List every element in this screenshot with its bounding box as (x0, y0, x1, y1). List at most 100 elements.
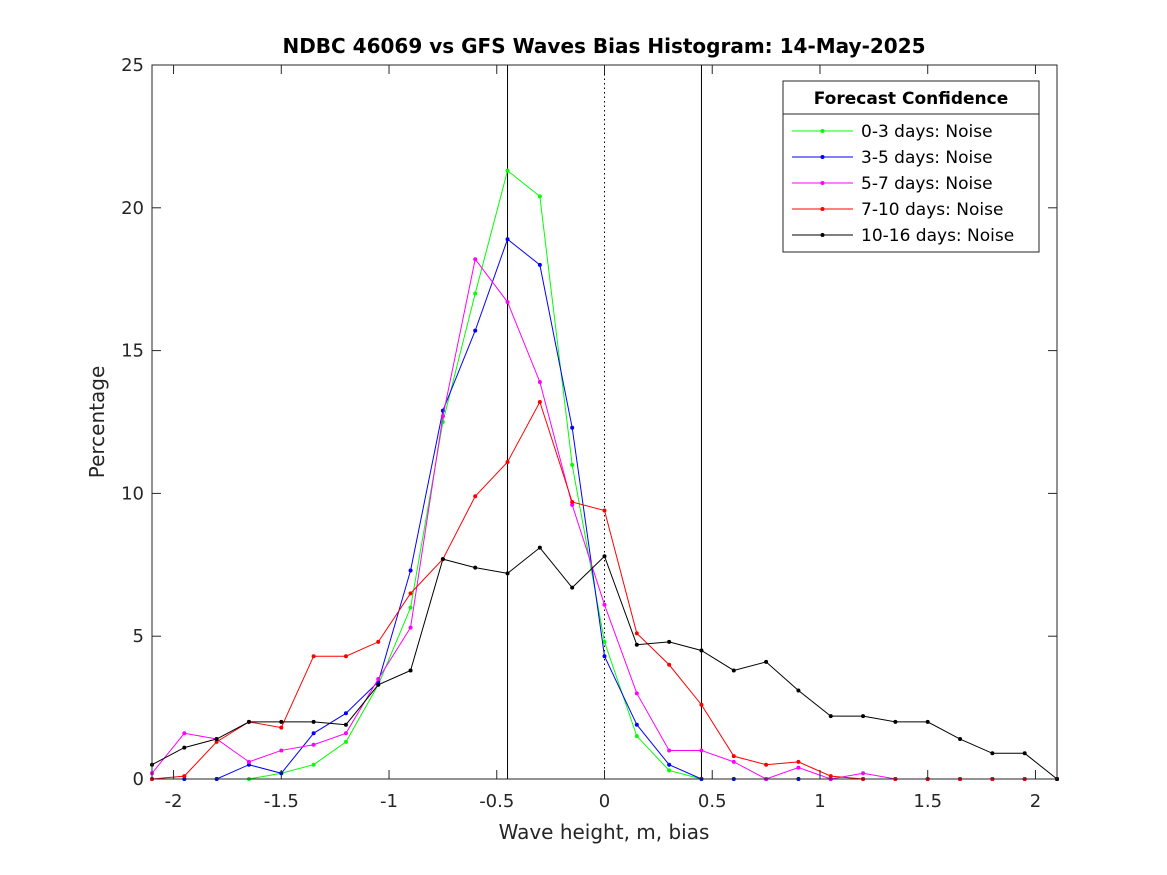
data-point (408, 591, 413, 596)
data-point (473, 257, 478, 262)
data-point (473, 565, 478, 570)
y-tick-label: 5 (133, 626, 144, 647)
data-point (182, 731, 187, 736)
data-point (246, 719, 251, 724)
legend-label: 0-3 days: Noise (861, 122, 993, 142)
data-point (602, 508, 607, 513)
data-point (311, 742, 316, 747)
data-point (505, 300, 510, 305)
legend-label: 3-5 days: Noise (861, 148, 993, 168)
data-point (311, 719, 316, 724)
legend-label: 7-10 days: Noise (861, 200, 1003, 220)
x-tick-label: -1 (380, 791, 398, 812)
data-point (182, 774, 187, 779)
x-tick-label: 1.5 (913, 791, 942, 812)
data-point (537, 545, 542, 550)
data-point (634, 631, 639, 636)
legend-box (782, 80, 1040, 253)
x-tick-label: -0.5 (479, 791, 514, 812)
data-point (279, 725, 284, 730)
data-point (473, 494, 478, 499)
data-point (376, 677, 381, 682)
series-5 (150, 545, 1059, 781)
data-point (667, 762, 672, 767)
x-axis-label: Wave height, m, bias (499, 820, 710, 844)
data-point (731, 668, 736, 673)
x-tick-label: 0 (599, 791, 610, 812)
data-point (764, 659, 769, 664)
data-point (602, 554, 607, 559)
legend-swatch-marker (820, 233, 825, 237)
data-point (1022, 751, 1027, 756)
data-point (537, 400, 542, 405)
data-point (764, 762, 769, 767)
data-point (343, 711, 348, 716)
data-point (505, 237, 510, 242)
data-point (537, 194, 542, 199)
legend-entry: 0-3 days: Noise (792, 122, 993, 142)
data-point (925, 719, 930, 724)
data-point (602, 602, 607, 607)
data-point (473, 328, 478, 333)
y-tick-label: 25 (121, 55, 144, 76)
data-point (796, 759, 801, 764)
data-point (699, 648, 704, 653)
data-point (634, 691, 639, 696)
legend-swatch-marker (820, 129, 825, 133)
data-point (634, 642, 639, 647)
data-point (343, 731, 348, 736)
x-tick-label: -1.5 (264, 791, 299, 812)
legend-label: 5-7 days: Noise (861, 174, 993, 194)
data-point (505, 571, 510, 576)
y-tick-label: 20 (121, 198, 144, 219)
data-point (279, 719, 284, 724)
axes (151, 64, 1058, 780)
data-point (408, 605, 413, 610)
data-point (990, 751, 995, 756)
data-point (634, 722, 639, 727)
data-point (958, 737, 963, 742)
legend-entry: 5-7 days: Noise (792, 174, 993, 194)
data-point (311, 654, 316, 659)
data-point (828, 774, 833, 779)
x-tick-label: -2 (165, 791, 183, 812)
chart-title: NDBC 46069 vs GFS Waves Bias Histogram: … (282, 34, 925, 58)
data-point (440, 557, 445, 562)
data-point (408, 625, 413, 630)
data-point (537, 380, 542, 385)
data-point (570, 502, 575, 507)
legend-label: 10-16 days: Noise (861, 226, 1014, 246)
data-point (279, 748, 284, 753)
legend-entry: 7-10 days: Noise (792, 200, 1003, 220)
legend-swatch-marker (820, 207, 825, 211)
y-axis-label: Percentage (85, 366, 109, 479)
data-point (343, 739, 348, 744)
data-point (570, 425, 575, 430)
data-point (570, 462, 575, 467)
legend-entry: 3-5 days: Noise (792, 148, 993, 168)
data-point (376, 682, 381, 687)
legend-swatch-marker (820, 181, 825, 185)
data-point (246, 759, 251, 764)
data-point (408, 668, 413, 673)
data-point (570, 499, 575, 504)
data-point (861, 714, 866, 719)
data-point (537, 262, 542, 267)
legend-entries: 0-3 days: Noise 3-5 days: Noise 5-7 days: … (792, 122, 1014, 246)
x-tick-label: 1 (814, 791, 825, 812)
data-point (667, 768, 672, 773)
data-point (828, 714, 833, 719)
data-point (699, 702, 704, 707)
data-point (408, 568, 413, 573)
data-point (376, 639, 381, 644)
data-point (796, 765, 801, 770)
data-point (731, 754, 736, 759)
data-point (182, 745, 187, 750)
legend-swatch-marker (820, 155, 825, 159)
y-tick-label: 0 (133, 769, 144, 790)
data-point (505, 459, 510, 464)
data-point (214, 739, 219, 744)
data-point (667, 639, 672, 644)
